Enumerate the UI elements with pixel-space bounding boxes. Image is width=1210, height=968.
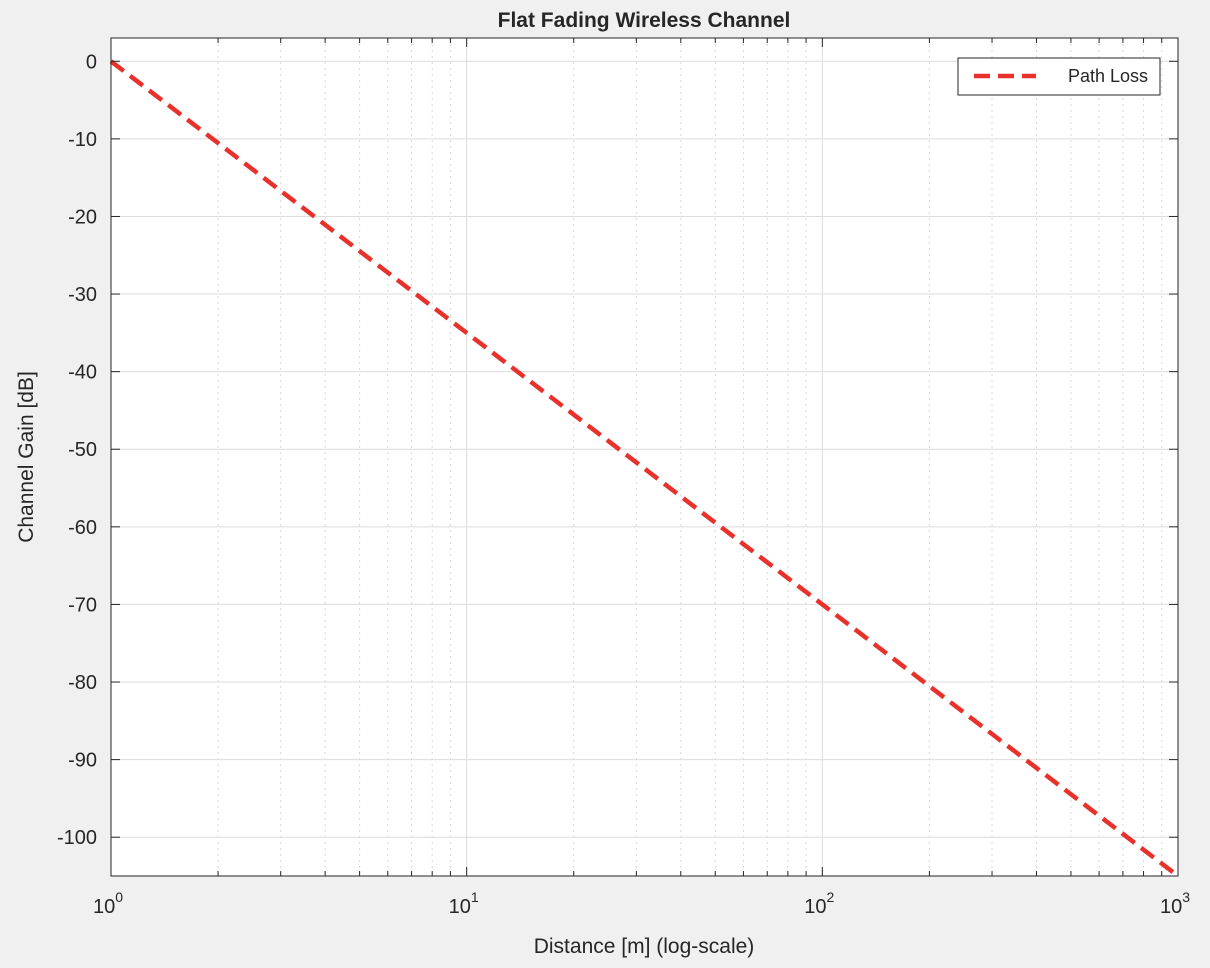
x-tick-label: 102: [804, 889, 834, 918]
y-tick-label: -70: [68, 594, 97, 616]
legend: Path Loss: [957, 57, 1161, 96]
plot-area: [111, 38, 1178, 876]
y-tick-label: 0: [86, 51, 97, 73]
minor-grid: [217, 38, 1163, 876]
x-tick-label: 100: [93, 889, 123, 918]
y-tick-label: -90: [68, 750, 97, 772]
y-tick-labels: 0 -10 -20 -30 -40 -50 -60 -70 -80 -90 -100: [57, 51, 97, 849]
y-tick-label: -80: [68, 672, 97, 694]
y-tick-label: -50: [68, 439, 97, 461]
x-axis-label: Distance [m] (log-scale): [534, 935, 755, 958]
x-tick-label: 101: [449, 889, 479, 918]
axes-box: [110, 37, 1179, 877]
y-tick-label: -100: [57, 827, 97, 849]
y-tick-label: -60: [68, 517, 97, 539]
series-layer: [109, 59, 1180, 878]
y-axis-label: Channel Gain [dB]: [15, 371, 38, 543]
y-tick-label: -30: [68, 284, 97, 306]
y-tick-label: -10: [68, 129, 97, 151]
tick-marks: [110, 38, 1179, 876]
y-tick-label: -20: [68, 206, 97, 228]
legend-label-path-loss: Path Loss: [1068, 66, 1148, 86]
series-line-path-loss: [109, 59, 1180, 878]
legend-box: [957, 57, 1161, 96]
chart-title: Flat Fading Wireless Channel: [498, 9, 791, 32]
x-tick-labels: 100 101 102 103: [93, 889, 1190, 918]
x-tick-label: 103: [1160, 889, 1190, 918]
y-tick-label: -40: [68, 362, 97, 384]
